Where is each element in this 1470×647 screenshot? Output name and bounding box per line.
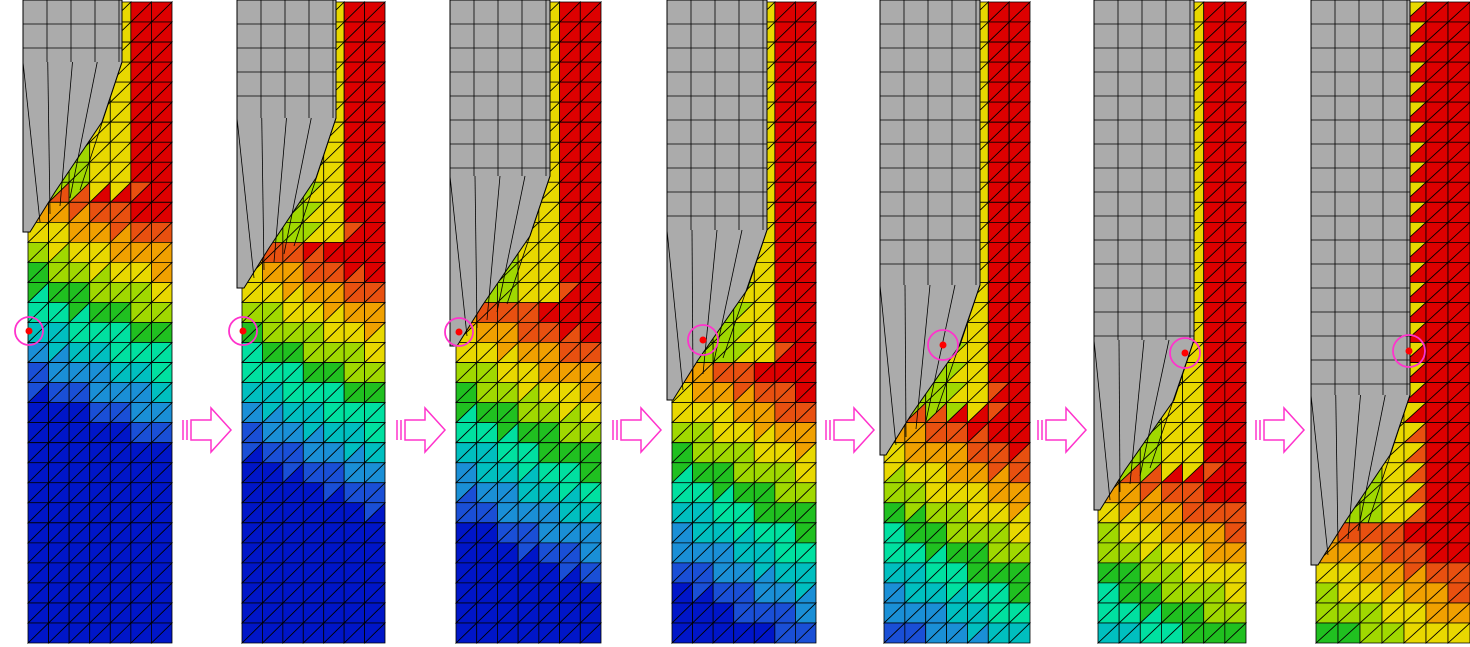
tool-body	[449, 0, 551, 347]
stage-frame-2	[228, 0, 386, 644]
right-arrow-icon	[396, 406, 447, 454]
stage-frame-3	[444, 0, 602, 644]
tool-body	[1310, 0, 1411, 566]
tracked-point-marker-icon	[444, 317, 474, 347]
workpiece-mesh	[241, 1, 386, 644]
tool-body	[879, 0, 981, 456]
tool-body	[1093, 0, 1195, 511]
right-arrow-icon	[825, 406, 876, 454]
stage-frame-7	[1310, 0, 1470, 644]
stage-frame-6	[1093, 0, 1248, 644]
stage-frame-4	[666, 0, 817, 644]
right-arrow-icon	[1255, 406, 1306, 454]
stage-frame-5	[879, 0, 1031, 644]
tracked-point-marker-icon	[14, 316, 44, 346]
right-arrow-icon	[1037, 406, 1088, 454]
tracked-point-marker-icon	[687, 324, 719, 356]
right-arrow-icon	[612, 406, 663, 454]
tool-body	[236, 0, 337, 289]
right-arrow-icon	[182, 406, 233, 454]
tracked-point-marker-icon	[228, 316, 258, 346]
tool-body	[22, 0, 123, 233]
tracked-point-marker-icon	[1169, 337, 1201, 369]
tracked-point-marker-icon	[1392, 334, 1426, 368]
tool-body	[666, 0, 768, 401]
tracked-point-marker-icon	[927, 329, 959, 361]
stage-frame-1	[14, 0, 173, 644]
